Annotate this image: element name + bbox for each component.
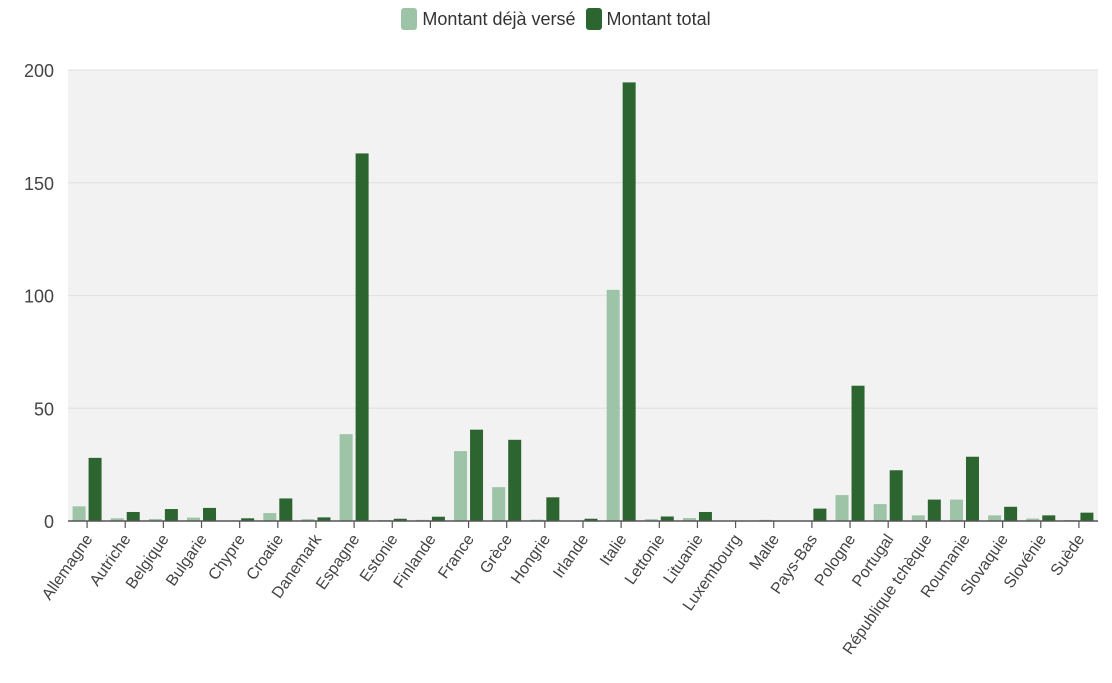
bar-deja-verse	[911, 515, 925, 521]
bar-deja-verse	[187, 517, 201, 521]
bar-total	[431, 516, 445, 521]
legend-label-montant-total: Montant total	[606, 8, 711, 29]
bar-total	[470, 429, 484, 521]
bar-deja-verse	[110, 518, 124, 521]
bar-total	[317, 517, 331, 521]
bar-total	[813, 508, 827, 521]
bar-deja-verse	[454, 451, 468, 521]
bar-deja-verse	[949, 499, 963, 521]
legend: Montant déjà versé Montant total	[0, 8, 1112, 30]
bar-deja-verse	[492, 487, 506, 521]
x-tick-label: Malte	[747, 531, 783, 573]
bar-total	[851, 385, 865, 521]
bar-total	[355, 153, 369, 521]
bar-deja-verse	[682, 518, 696, 521]
x-tick-label: Grèce	[477, 531, 516, 577]
bar-total	[584, 518, 598, 521]
bar-total	[698, 511, 712, 521]
bar-total	[88, 457, 102, 521]
legend-item-montant-total[interactable]: Montant total	[585, 8, 711, 30]
bar-total	[965, 456, 979, 521]
x-tick-label: Chypre	[205, 531, 249, 583]
x-tick-label: Lettonie	[622, 531, 669, 587]
bar-deja-verse	[72, 506, 86, 521]
x-tick-label: Allemagne	[39, 531, 96, 603]
bar-deja-verse	[339, 434, 353, 521]
legend-swatch-montant-total	[585, 8, 602, 30]
bar-deja-verse	[988, 515, 1002, 521]
bar-total	[889, 470, 903, 521]
bar-deja-verse	[301, 519, 315, 521]
bar-deja-verse	[1026, 518, 1040, 521]
bar-total	[660, 516, 674, 521]
bar-deja-verse	[606, 289, 620, 521]
y-tick-label: 50	[34, 399, 54, 419]
legend-item-montant-deja-verse[interactable]: Montant déjà versé	[401, 8, 576, 30]
bar-deja-verse	[835, 495, 849, 521]
bar-total	[164, 509, 178, 521]
bar-total	[1042, 515, 1056, 521]
x-tick-label: Hongrie	[508, 531, 554, 587]
bar-deja-verse	[148, 518, 162, 521]
y-tick-label: 200	[24, 61, 54, 81]
x-tick-label: Irlande	[550, 531, 592, 581]
bar-total	[508, 439, 522, 521]
x-tick-label: Italie	[597, 531, 630, 569]
bar-deja-verse	[873, 504, 887, 521]
x-tick-label: Suède	[1048, 531, 1089, 579]
bar-total	[546, 497, 560, 521]
x-tick-label: France	[435, 531, 478, 582]
bar-total	[1080, 512, 1094, 521]
bar-deja-verse	[263, 513, 277, 521]
legend-label-montant-deja-verse: Montant déjà versé	[422, 8, 576, 29]
bar-total	[927, 499, 941, 521]
bar-total	[279, 498, 293, 521]
y-tick-label: 0	[44, 512, 54, 532]
legend-swatch-montant-deja-verse	[401, 8, 418, 30]
bar-deja-verse	[644, 519, 658, 521]
bar-total	[622, 82, 636, 521]
bar-total	[203, 507, 217, 521]
y-tick-label: 150	[24, 174, 54, 194]
bar-total	[241, 518, 255, 521]
bar-total	[1004, 506, 1018, 521]
bar-total	[393, 518, 407, 521]
y-tick-label: 100	[24, 287, 54, 307]
bar-total	[126, 511, 140, 521]
